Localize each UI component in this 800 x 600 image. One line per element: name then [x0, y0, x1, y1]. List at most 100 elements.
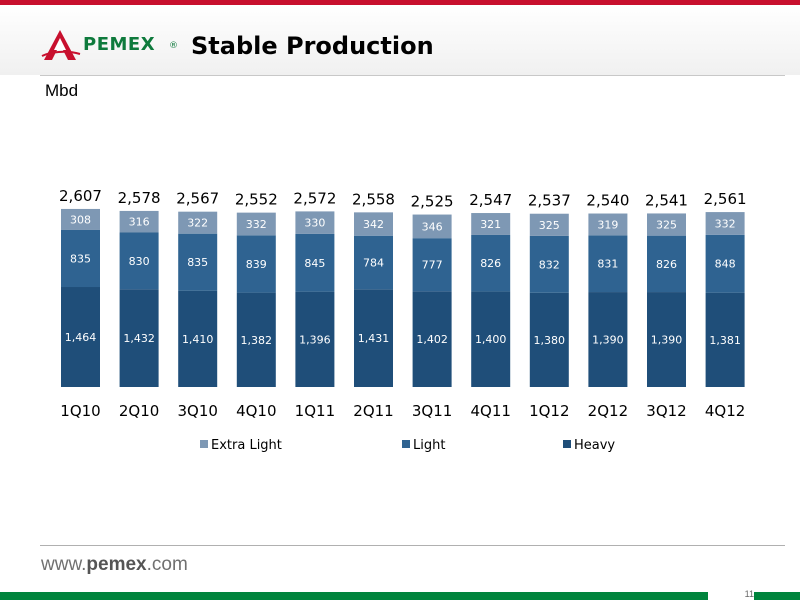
- data-label-extra-light: 319: [597, 218, 618, 231]
- header-background: [0, 5, 800, 75]
- data-label-heavy: 1,396: [299, 333, 331, 346]
- bar-heavy: [295, 291, 335, 387]
- total-label: 2,558: [352, 190, 395, 208]
- footer-url-prefix: www.: [41, 554, 87, 575]
- data-label-extra-light: 325: [539, 219, 560, 232]
- category-tick-label: 1Q11: [295, 402, 335, 420]
- bar-light: [61, 229, 100, 288]
- category-tick-label: 4Q11: [470, 402, 510, 420]
- bar-light: [647, 235, 686, 293]
- data-label-heavy: 1,380: [534, 334, 566, 347]
- bar-heavy: [119, 289, 159, 387]
- category-tick-label: 3Q10: [177, 402, 217, 420]
- page-title: Stable Production: [191, 32, 434, 60]
- category-tick-label: 1Q12: [529, 402, 569, 420]
- bar-extra-light: [178, 211, 218, 234]
- data-label-light: 832: [539, 258, 560, 271]
- bar-extra-light: [354, 212, 393, 236]
- total-label: 2,607: [59, 187, 102, 205]
- footer-url[interactable]: www.pemex.com: [41, 554, 188, 576]
- total-label: 2,540: [586, 192, 629, 210]
- category-tick-label: 2Q11: [353, 402, 393, 420]
- total-label: 2,547: [469, 191, 512, 209]
- total-label: 2,572: [293, 189, 336, 207]
- data-label-heavy: 1,400: [475, 333, 507, 346]
- data-label-light: 830: [129, 255, 150, 268]
- data-label-heavy: 1,390: [592, 334, 624, 347]
- bar-heavy: [471, 291, 511, 387]
- data-label-heavy: 1,381: [709, 334, 741, 347]
- bottom-accent-bar: [0, 592, 800, 600]
- data-label-extra-light: 321: [480, 218, 501, 231]
- total-label: 2,537: [528, 192, 571, 210]
- bar-light: [178, 233, 218, 291]
- legend-swatch-light: [402, 440, 410, 448]
- data-label-light: 826: [656, 258, 677, 271]
- data-label-extra-light: 325: [656, 219, 677, 232]
- data-label-heavy: 1,402: [416, 333, 448, 346]
- data-label-light: 835: [187, 256, 208, 269]
- data-label-light: 826: [480, 257, 501, 270]
- total-label: 2,561: [704, 190, 747, 208]
- category-tick-label: 3Q12: [646, 402, 686, 420]
- data-label-heavy: 1,432: [123, 332, 155, 345]
- total-label: 2,578: [118, 189, 161, 207]
- total-label: 2,567: [176, 190, 219, 208]
- data-label-heavy: 1,431: [358, 332, 390, 345]
- total-label: 2,541: [645, 191, 688, 209]
- bar-light: [529, 235, 569, 293]
- data-label-light: 848: [715, 258, 736, 271]
- footer-url-suffix: .com: [146, 554, 188, 575]
- bar-heavy: [588, 292, 628, 387]
- bar-heavy: [354, 289, 393, 387]
- pemex-logo-icon: [41, 30, 81, 60]
- data-label-heavy: 1,410: [182, 333, 214, 346]
- legend-swatch-heavy: [563, 440, 571, 448]
- data-label-light: 839: [246, 258, 267, 271]
- bar-heavy: [61, 287, 100, 387]
- data-label-extra-light: 346: [422, 220, 443, 233]
- legend-label-light: Light: [413, 438, 445, 453]
- data-label-heavy: 1,390: [651, 334, 683, 347]
- data-label-light: 777: [422, 259, 443, 272]
- top-accent-bar: [0, 0, 800, 5]
- bar-extra-light: [119, 210, 159, 233]
- bar-light: [412, 238, 452, 292]
- legend-swatch-extra-light: [200, 440, 208, 448]
- bar-light: [119, 232, 159, 290]
- bar-heavy: [647, 292, 686, 387]
- data-label-heavy: 1,382: [241, 334, 273, 347]
- data-label-extra-light: 322: [187, 217, 208, 230]
- footer-url-brand: pemex: [86, 554, 147, 575]
- data-label-extra-light: 332: [246, 218, 267, 231]
- page-number: 11: [708, 588, 754, 600]
- bar-extra-light: [705, 212, 745, 235]
- bar-extra-light: [588, 213, 628, 236]
- bar-heavy: [412, 291, 452, 387]
- total-label: 2,525: [411, 193, 454, 211]
- bar-heavy: [529, 292, 569, 387]
- data-label-extra-light: 316: [129, 216, 150, 229]
- bar-light: [295, 233, 335, 292]
- category-tick-label: 2Q12: [588, 402, 628, 420]
- data-label-extra-light: 332: [715, 217, 736, 230]
- data-label-light: 835: [70, 252, 91, 265]
- bar-light: [588, 235, 628, 293]
- data-label-extra-light: 330: [304, 217, 325, 230]
- legend-label-heavy: Heavy: [574, 438, 615, 453]
- bar-light: [354, 235, 393, 290]
- legend-label-extra-light: Extra Light: [211, 438, 282, 453]
- bar-heavy: [236, 292, 276, 387]
- bar-heavy: [705, 292, 745, 387]
- data-label-extra-light: 308: [70, 213, 91, 226]
- total-label: 2,552: [235, 191, 278, 209]
- bar-extra-light: [529, 213, 569, 236]
- bar-light: [471, 234, 511, 292]
- unit-label: Mbd: [45, 81, 79, 100]
- bar-extra-light: [471, 213, 511, 235]
- category-tick-label: 4Q12: [705, 402, 745, 420]
- category-tick-label: 3Q11: [412, 402, 452, 420]
- data-label-light: 831: [597, 258, 618, 271]
- category-tick-label: 4Q10: [236, 402, 276, 420]
